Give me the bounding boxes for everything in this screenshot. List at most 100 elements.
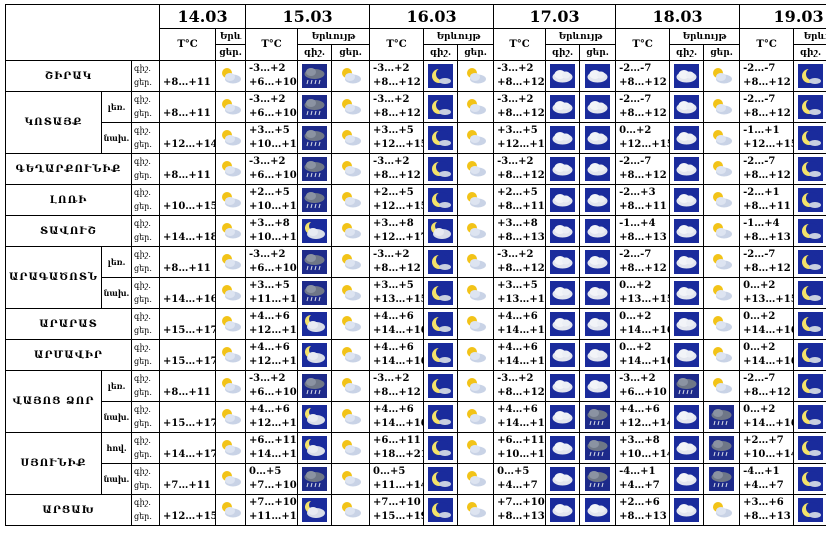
night-temp: +4…+6 <box>497 342 538 353</box>
night-label: գիշ. <box>134 281 151 290</box>
date-header: 16.03 <box>369 4 495 29</box>
weather-icon-cell <box>579 277 617 309</box>
day-temp: +8…+12 <box>497 108 545 119</box>
weather-icon-cell <box>579 463 617 495</box>
night-temp <box>163 403 215 417</box>
weather-icon-cell <box>669 153 705 185</box>
sun-cloud-icon <box>463 126 489 150</box>
night-label: գիշ. <box>134 312 151 321</box>
sun-cloud-icon <box>709 219 735 243</box>
weather-icon-cell <box>423 494 459 526</box>
day-temp: +8…+11 <box>497 201 545 212</box>
sun-cloud-icon <box>218 467 244 491</box>
day-temp: +8…+12 <box>497 77 545 88</box>
dark-cloud-icon <box>709 467 735 491</box>
cloud-icon <box>550 157 576 181</box>
weather-icon-cell <box>331 153 371 185</box>
daynight-labels: գիշ. ցեր. <box>130 215 161 247</box>
cloud-icon <box>585 126 611 150</box>
day-temp: +6…+10 <box>249 263 297 274</box>
weather-icon-cell <box>457 91 495 123</box>
weather-icon-cell <box>423 60 459 92</box>
day-temp: +8…+11 <box>163 108 211 119</box>
temp-cell: +8…+11 <box>159 60 217 92</box>
night-temp: +4…+6 <box>249 404 290 415</box>
weather-icon-cell <box>579 60 617 92</box>
night-label: գիշ. <box>134 95 151 104</box>
day-label: ցեր. <box>134 419 152 428</box>
day-temp: +8…+12 <box>619 108 667 119</box>
temp-cell: -2…-7 +8…+12 <box>739 246 795 278</box>
phenomena-header: Երևույթ <box>545 28 617 45</box>
night-header: գիշ. <box>793 44 826 61</box>
day-temp: +14…+16 <box>619 356 670 367</box>
day-temp: +12…+15 <box>619 139 670 150</box>
temp-cell: -2…-7 +8…+12 <box>739 91 795 123</box>
temp-cell: +7…+10 +15…+19 <box>369 494 425 526</box>
sun-cloud-icon <box>338 405 364 429</box>
phenomena-header: Երևույթ <box>297 28 371 45</box>
weather-icon-cell <box>579 215 617 247</box>
night-header: գիշ. <box>297 44 333 61</box>
weather-icon-cell <box>423 432 459 464</box>
day-temp: +7…+10 <box>249 480 297 491</box>
moon-icon <box>428 157 454 181</box>
night-temp: +3…+5 <box>373 280 414 291</box>
night-label: գիշ. <box>134 157 151 166</box>
cloud-icon <box>585 343 611 367</box>
day-temp: +14…+16 <box>497 356 545 367</box>
weather-icon-cell <box>669 432 705 464</box>
weather-icon-cell <box>297 184 333 216</box>
day-temp: +4…+7 <box>743 480 784 491</box>
subregion-label: նախ. <box>101 277 132 309</box>
night-temp: -2…-7 <box>743 373 776 384</box>
cloud-icon <box>550 343 576 367</box>
day-temp: +15…+17 <box>163 418 216 429</box>
sun-cloud-icon <box>218 436 244 460</box>
region-name: ՍՅՈՒՆԻՔ <box>5 432 102 495</box>
dark-cloud-icon <box>302 95 328 119</box>
day-temp: +8…+12 <box>497 387 545 398</box>
sun-cloud-icon <box>338 374 364 398</box>
temp-cell: +4…+6 +14…+16 <box>493 401 547 433</box>
cloud-icon <box>550 312 576 336</box>
day-temp: +8…+12 <box>619 263 667 274</box>
dark-cloud-icon <box>585 467 611 491</box>
day-temp: +6…+10 <box>249 170 297 181</box>
temp-cell: -2…-7 +8…+12 <box>739 60 795 92</box>
day-label: ցեր. <box>134 109 152 118</box>
night-temp: +3…+5 <box>497 125 538 136</box>
weather-icon-cell <box>297 339 333 371</box>
temp-cell: -4…+1 +4…+7 <box>739 463 795 495</box>
region-name: ԼՈՌԻ <box>5 184 132 216</box>
weather-icon-cell <box>669 215 705 247</box>
weather-icon-cell <box>579 370 617 402</box>
moon-cloud-icon <box>302 343 328 367</box>
weather-icon-cell <box>793 122 826 154</box>
temp-cell: +8…+11 <box>159 246 217 278</box>
cloud-icon <box>585 250 611 274</box>
cloud-icon <box>585 188 611 212</box>
weather-icon-cell <box>703 122 741 154</box>
day-temp: +8…+11 <box>743 201 791 212</box>
weather-icon-cell <box>669 246 705 278</box>
moon-icon <box>428 95 454 119</box>
weather-icon-cell <box>669 308 705 340</box>
moon-icon <box>798 250 824 274</box>
weather-icon-cell <box>703 184 741 216</box>
night-temp: -4…+1 <box>743 466 780 477</box>
day-temp: +14…+16 <box>619 325 670 336</box>
region-row: ՇԻՐԱԿ գիշ. ցեր. +8…+11 -3…+2 +6…+10 -3…+2 +8…+… <box>5 60 826 92</box>
night-temp: +2…+7 <box>743 435 784 446</box>
moon-icon <box>798 498 824 522</box>
night-temp <box>163 186 215 200</box>
temp-cell: -3…+2 +8…+12 <box>493 60 547 92</box>
temp-cell: +4…+6 +12…+14 <box>245 308 299 340</box>
night-temp: +7…+10 <box>373 497 421 508</box>
temp-cell: +10…+15 <box>159 184 217 216</box>
weather-icon-cell <box>703 463 741 495</box>
temp-cell: -1…+4 +8…+13 <box>615 215 671 247</box>
